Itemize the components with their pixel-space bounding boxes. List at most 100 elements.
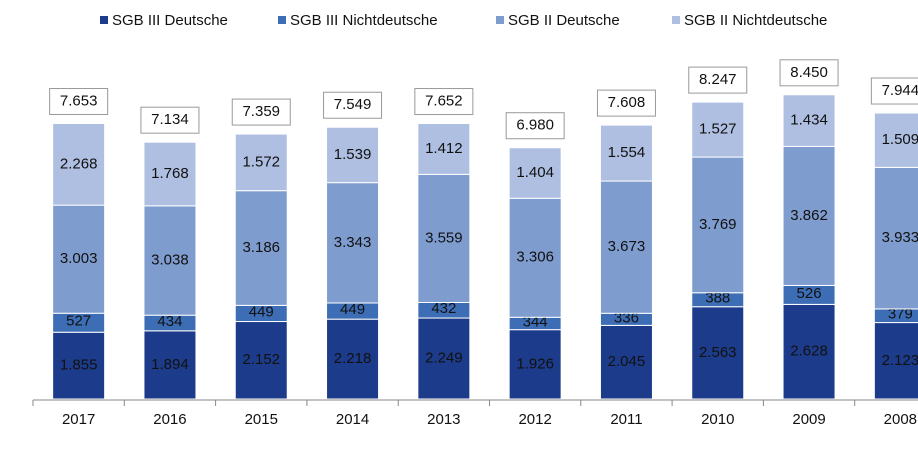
bar-segment [234,133,288,192]
x-tick-label: 2017 [62,411,95,428]
legend-swatch [672,16,680,24]
bar-segment [52,122,106,206]
value-label: 1.527 [699,121,737,138]
value-label: 1.572 [242,153,280,170]
bar-segment [143,141,197,207]
x-tick-label: 2009 [792,411,825,428]
bar-segment [508,197,562,318]
value-label: 3.862 [790,207,828,224]
bar-segment [691,101,745,158]
value-label: 3.038 [151,251,189,268]
x-tick-label: 2010 [701,411,734,428]
legend-swatch [100,16,108,24]
bar-segment [599,124,653,182]
bar-segment [873,322,918,400]
value-label: 527 [66,313,91,330]
total-box [779,59,839,87]
x-tick-label: 2011 [610,411,642,428]
value-label: 1.768 [151,165,189,182]
x-tick-label: 2014 [336,411,369,428]
value-label: 2.563 [699,344,737,361]
value-label: 1.434 [790,112,828,129]
value-label: 1.404 [516,164,554,181]
value-label: 388 [705,290,730,307]
legend-label: SGB II Deutsche [508,12,620,29]
bar-segment [326,182,380,304]
x-tick-label: 2013 [427,411,460,428]
legend-label: SGB III Nichtdeutsche [290,12,438,29]
legend-swatch [278,16,286,24]
value-label: 2.045 [608,353,646,370]
value-label: 449 [249,303,274,320]
bar-segment [417,317,471,400]
total-label: 7.944 [882,82,918,99]
value-label: 2.268 [60,155,98,172]
total-box [140,106,200,134]
bar-segment [234,321,288,400]
value-label: 2.123 [882,352,918,369]
value-label: 2.218 [334,350,372,367]
total-box [596,89,656,117]
value-label: 1.855 [60,357,98,374]
total-label: 7.359 [242,103,280,120]
bar-segment [143,330,197,400]
bar-segment [417,123,471,175]
total-label: 8.450 [790,64,828,81]
value-label: 1.412 [425,140,463,157]
value-label: 1.894 [151,356,189,373]
value-label: 3.186 [242,239,280,256]
bar-segment [52,331,106,400]
value-label: 526 [797,285,822,302]
legend-label: SGB II Nichtdeutsche [684,12,827,29]
value-label: 3.559 [425,229,463,246]
bar-segment [508,147,562,199]
value-label: 3.933 [882,229,918,246]
value-label: 3.306 [516,249,554,266]
total-box [505,112,565,140]
bar-segment [326,318,380,400]
x-tick-label: 2016 [153,411,186,428]
bar-segment [234,190,288,306]
value-label: 379 [888,306,913,323]
value-label: 449 [340,301,365,318]
total-box [323,91,383,119]
bar-segment [782,145,836,286]
value-label: 2.249 [425,349,463,366]
value-label: 432 [431,300,456,317]
value-label: 1.926 [516,355,554,372]
total-label: 6.980 [516,117,554,134]
bar-segment [873,112,918,168]
x-tick-label: 2008 [884,411,917,428]
bar-segment [782,94,836,147]
bar-segment [508,329,562,400]
total-box [49,87,109,115]
total-box [688,66,748,94]
value-label: 434 [157,313,182,330]
total-box [231,98,291,126]
value-label: 1.509 [882,131,918,148]
bar-segment [691,306,745,400]
x-tick-label: 2012 [518,411,551,428]
total-label: 7.134 [151,111,189,128]
bar-segment [326,126,380,184]
value-label: 3.673 [608,238,646,255]
bar-segment [52,204,106,314]
total-box [414,88,474,116]
total-box [870,77,918,105]
value-label: 3.003 [60,250,98,267]
bar-segment [143,205,197,316]
total-label: 8.247 [699,71,737,88]
legend-label: SGB III Deutsche [112,12,228,29]
value-label: 3.769 [699,216,737,233]
legend-swatch [496,16,504,24]
x-tick-label: 2015 [245,411,278,428]
total-label: 7.549 [334,96,372,113]
total-label: 7.608 [608,94,646,111]
total-label: 7.653 [60,92,98,109]
bar-segment [417,173,471,303]
value-label: 1.539 [334,146,372,163]
value-label: 2.152 [242,351,280,368]
total-label: 7.652 [425,92,463,109]
value-label: 1.554 [608,144,646,161]
